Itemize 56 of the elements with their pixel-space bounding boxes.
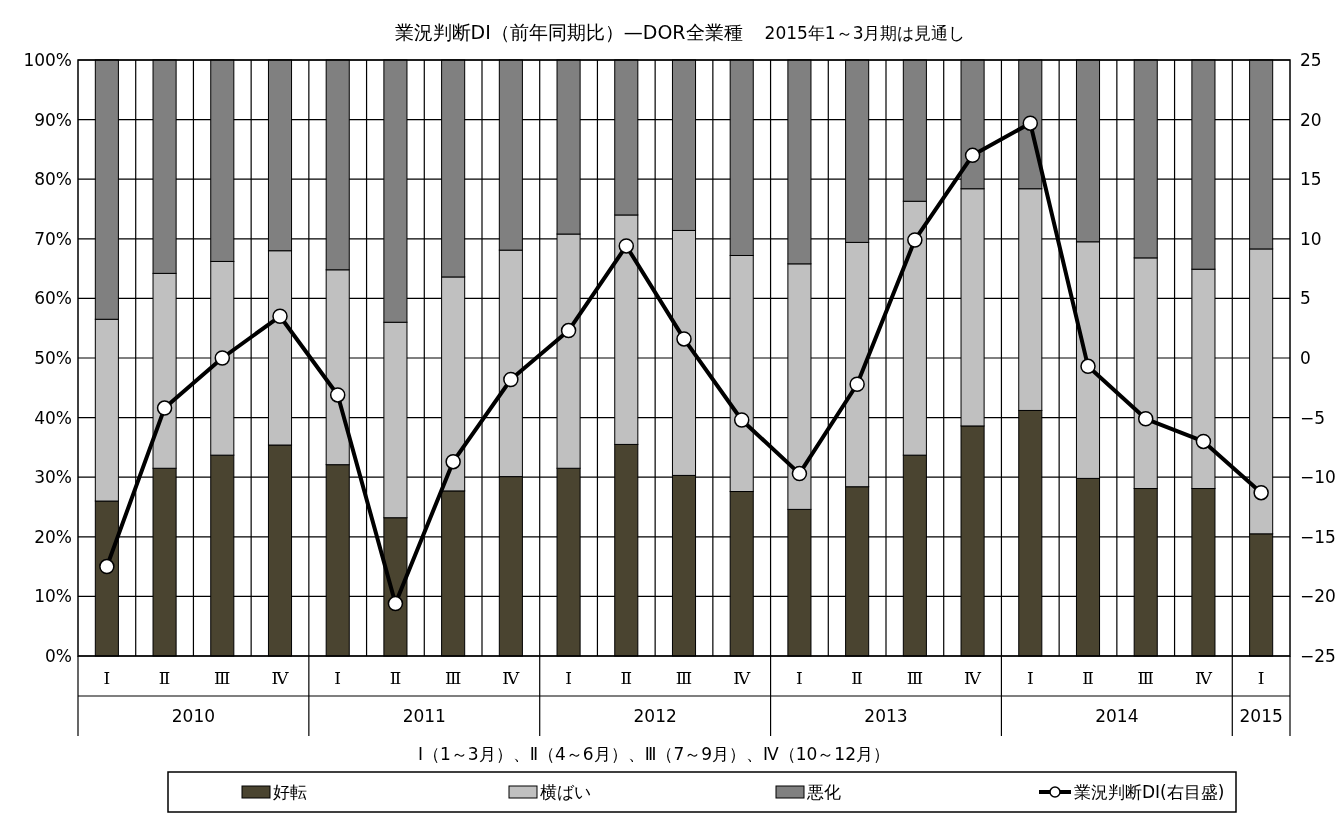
x-tick-label: Ⅳ [271, 668, 290, 688]
x-tick-label: Ⅳ [1194, 668, 1213, 688]
x-tick-label: Ⅱ [389, 668, 402, 688]
x-tick-label: Ⅰ [796, 668, 803, 688]
x-tick-label: Ⅰ [565, 668, 572, 688]
y-tick-label: 20% [34, 526, 72, 547]
y-tick-label: 10% [34, 586, 72, 607]
y2-tick-label: 5 [1300, 288, 1311, 309]
y-tick-label: 0% [45, 645, 72, 666]
x-tick-label: Ⅲ [1137, 668, 1154, 688]
legend-label: 悪化 [806, 781, 841, 802]
y2-tick-label: 10 [1300, 228, 1322, 249]
y2-tick-label: −10 [1300, 467, 1336, 488]
y2-tick-label: −5 [1300, 407, 1326, 428]
x-tick-label: Ⅱ [851, 668, 863, 688]
text: 2014 [1095, 706, 1139, 726]
x-tick-label: Ⅱ [1082, 668, 1094, 688]
y2-tick-label: −15 [1300, 526, 1336, 547]
text: 2011 [402, 706, 446, 726]
x-tick-label: Ⅲ [906, 668, 924, 688]
y-tick-label: 60% [34, 288, 72, 309]
y-tick-label: 50% [34, 347, 72, 368]
text: 2010 [171, 706, 216, 726]
legend-label: 業況判断DI(右目盛) [1074, 781, 1225, 802]
x-tick-label: Ⅱ [158, 668, 171, 688]
x-tick-label: Ⅲ [444, 668, 462, 688]
y2-tick-label: −25 [1300, 645, 1336, 666]
x-tick-label: Ⅳ [733, 668, 752, 688]
x-tick-label: Ⅳ [502, 668, 521, 688]
text: 2013 [864, 706, 908, 726]
legend-label: 横ばい [540, 781, 591, 802]
y-tick-label: 80% [34, 169, 72, 190]
y2-tick-label: 25 [1300, 49, 1322, 70]
x-tick-label: Ⅲ [675, 668, 693, 688]
y2-tick-label: 0 [1300, 347, 1311, 368]
y-tick-label: 70% [34, 228, 72, 249]
chart-subtitle: 2015年1～3月期は見通し [764, 22, 966, 43]
x-tick-label: Ⅳ [964, 668, 983, 688]
x-tick-label: Ⅰ [1026, 668, 1034, 688]
y-tick-label: 40% [34, 407, 72, 428]
x-tick-label: Ⅲ [214, 668, 231, 688]
text: 2015 [1239, 706, 1283, 726]
x-tick-label: Ⅰ [1257, 668, 1265, 688]
text: 2012 [633, 706, 677, 726]
legend-label: 好転 [273, 781, 307, 802]
x-tick-label: Ⅰ [103, 668, 111, 688]
x-tick-label: Ⅱ [620, 668, 633, 688]
y-tick-label: 30% [34, 467, 72, 488]
y2-tick-label: 20 [1300, 109, 1322, 130]
y2-tick-label: −20 [1300, 586, 1336, 607]
y-tick-label: 100% [23, 49, 72, 70]
y-tick-label: 90% [34, 109, 72, 130]
chart-title: 業況判断DI（前年同期比）—DOR全業種 [394, 20, 743, 43]
x-tick-label: Ⅰ [334, 668, 342, 688]
x-axis-title: Ⅰ（1～3月）、Ⅱ（4～6月）、Ⅲ（7～9月）、Ⅳ（10～12月） [418, 744, 890, 764]
y2-tick-label: 15 [1300, 169, 1322, 190]
